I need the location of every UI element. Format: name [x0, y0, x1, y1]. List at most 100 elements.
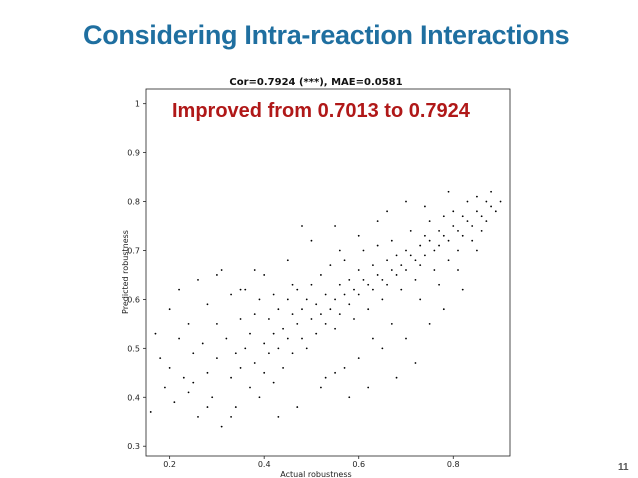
data-point — [357, 293, 360, 296]
data-point — [381, 298, 384, 301]
x-tick-label: 0.8 — [447, 460, 460, 469]
data-point — [348, 396, 351, 399]
data-point — [258, 396, 261, 399]
data-point — [424, 254, 426, 257]
data-point — [357, 234, 360, 237]
data-point — [244, 288, 247, 291]
data-point — [220, 425, 223, 428]
data-point — [485, 220, 488, 223]
data-point — [320, 313, 322, 315]
data-point — [414, 362, 417, 364]
data-point — [442, 234, 445, 237]
data-point — [324, 293, 327, 296]
data-point — [381, 347, 384, 350]
data-point — [296, 288, 299, 291]
data-point — [315, 303, 318, 306]
data-point — [239, 288, 242, 291]
data-point — [405, 269, 407, 271]
data-point — [442, 215, 445, 218]
data-point — [268, 352, 270, 355]
data-point — [499, 200, 502, 203]
data-point — [187, 322, 190, 325]
data-point — [447, 259, 450, 262]
data-point — [239, 318, 242, 320]
slide-title: Considering Intra-reaction Interactions — [83, 20, 570, 50]
data-point — [206, 406, 209, 408]
data-point — [376, 220, 379, 223]
data-point — [277, 308, 280, 311]
data-point — [324, 376, 327, 379]
data-point — [286, 259, 289, 262]
data-point — [253, 362, 256, 364]
data-point — [324, 322, 327, 325]
data-point — [461, 215, 464, 218]
data-point — [372, 264, 374, 267]
data-point — [348, 303, 351, 306]
data-point — [343, 367, 346, 369]
data-point — [338, 283, 341, 286]
data-point — [178, 288, 180, 291]
data-point — [206, 371, 209, 374]
data-point — [230, 376, 232, 379]
axes: 0.2 0.4 0.6 0.8 0.3 0.4 0.5 0.6 0.7 0.8 0.9 1 — [127, 88, 511, 469]
data-point — [461, 288, 464, 291]
data-point — [466, 200, 469, 203]
y-tick-label: 0.7 — [127, 246, 140, 255]
data-point — [428, 220, 431, 223]
data-point — [367, 308, 370, 311]
data-point — [197, 415, 199, 418]
x-axis-label: Actual robustness — [280, 470, 351, 478]
data-point — [286, 298, 289, 301]
data-point — [272, 381, 275, 384]
data-point — [353, 318, 355, 320]
data-point — [438, 283, 440, 286]
data-point — [310, 239, 313, 242]
data-point — [428, 322, 431, 325]
data-point — [362, 249, 365, 252]
data-point — [305, 347, 308, 350]
data-point — [395, 254, 398, 257]
data-point — [277, 347, 280, 350]
data-point — [272, 293, 275, 296]
data-point — [490, 190, 492, 193]
data-point — [272, 332, 275, 335]
data-point — [485, 200, 488, 203]
data-point — [182, 376, 185, 379]
data-point — [282, 367, 284, 369]
data-point — [424, 205, 426, 208]
data-point — [390, 269, 393, 271]
data-point — [381, 278, 384, 281]
data-point — [409, 230, 412, 232]
data-point — [480, 230, 483, 232]
data-point — [244, 347, 247, 350]
data-points — [149, 190, 502, 428]
data-point — [438, 230, 440, 232]
data-point — [168, 367, 171, 369]
data-point — [386, 259, 388, 262]
data-point — [329, 264, 332, 267]
data-point — [376, 274, 379, 276]
data-point — [428, 239, 431, 242]
data-point — [494, 210, 497, 213]
page-number: 11 — [618, 462, 629, 473]
data-point — [320, 386, 322, 389]
data-point — [230, 415, 232, 418]
data-point — [452, 210, 455, 213]
data-point — [230, 293, 232, 296]
data-point — [320, 274, 322, 276]
data-point — [433, 269, 436, 271]
data-point — [433, 249, 436, 252]
data-point — [476, 195, 478, 198]
data-point — [234, 352, 237, 355]
x-tick-label: 0.6 — [352, 460, 365, 469]
data-point — [447, 190, 450, 193]
data-point — [197, 278, 199, 281]
data-point — [187, 391, 190, 394]
data-point — [301, 308, 303, 311]
data-point — [154, 332, 157, 335]
data-point — [334, 225, 336, 227]
data-point — [372, 288, 374, 291]
data-point — [343, 293, 346, 296]
data-point — [476, 249, 478, 252]
data-point — [301, 225, 303, 227]
